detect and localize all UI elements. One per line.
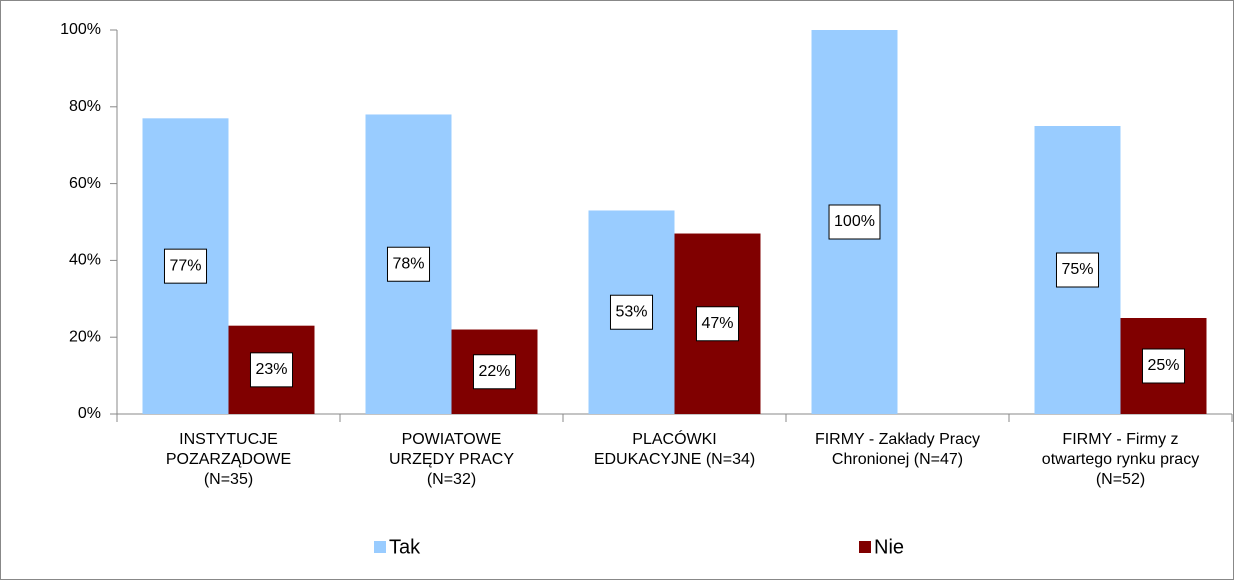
legend-swatch bbox=[374, 541, 386, 553]
data-label-box bbox=[249, 352, 294, 388]
data-label-box bbox=[1055, 252, 1100, 288]
legend-label: Tak bbox=[389, 536, 421, 558]
data-label: 53% bbox=[615, 303, 647, 320]
data-label-box bbox=[828, 204, 881, 240]
legend-swatch bbox=[859, 541, 871, 553]
data-label: 75% bbox=[1061, 261, 1093, 278]
data-label-box bbox=[609, 294, 654, 330]
data-label-box bbox=[695, 306, 740, 342]
x-tick-label: FIRMY - Firmy z otwartego rynku pracy (N… bbox=[1041, 431, 1200, 488]
x-tick-label: PLACÓWKI EDUKACYJNE (N=34) bbox=[593, 431, 756, 468]
data-label: 47% bbox=[701, 315, 733, 332]
y-tick-label: 100% bbox=[60, 21, 101, 38]
data-label-box bbox=[1141, 348, 1186, 384]
data-label: 77% bbox=[169, 257, 201, 274]
data-label-box bbox=[472, 354, 517, 390]
x-tick-label: POWIATOWE URZĘDY PRACY (N=32) bbox=[388, 431, 515, 488]
data-label-box bbox=[386, 246, 431, 282]
y-tick-label: 0% bbox=[78, 405, 101, 422]
x-tick-label: FIRMY - Zakłady Pracy Chronionej (N=47) bbox=[814, 431, 981, 468]
legend-label: Nie bbox=[874, 536, 904, 558]
data-label: 78% bbox=[392, 255, 424, 272]
y-tick-label: 20% bbox=[69, 328, 101, 345]
y-tick-label: 60% bbox=[69, 175, 101, 192]
data-label: 23% bbox=[255, 361, 287, 378]
y-tick-label: 40% bbox=[69, 252, 101, 269]
data-label: 100% bbox=[834, 213, 875, 230]
x-tick-label: INSTYTUCJE POZARZĄDOWE (N=35) bbox=[165, 431, 292, 488]
data-label-box bbox=[163, 248, 208, 284]
y-tick-label: 80% bbox=[69, 98, 101, 115]
data-label: 22% bbox=[478, 363, 510, 380]
data-label: 25% bbox=[1147, 357, 1179, 374]
